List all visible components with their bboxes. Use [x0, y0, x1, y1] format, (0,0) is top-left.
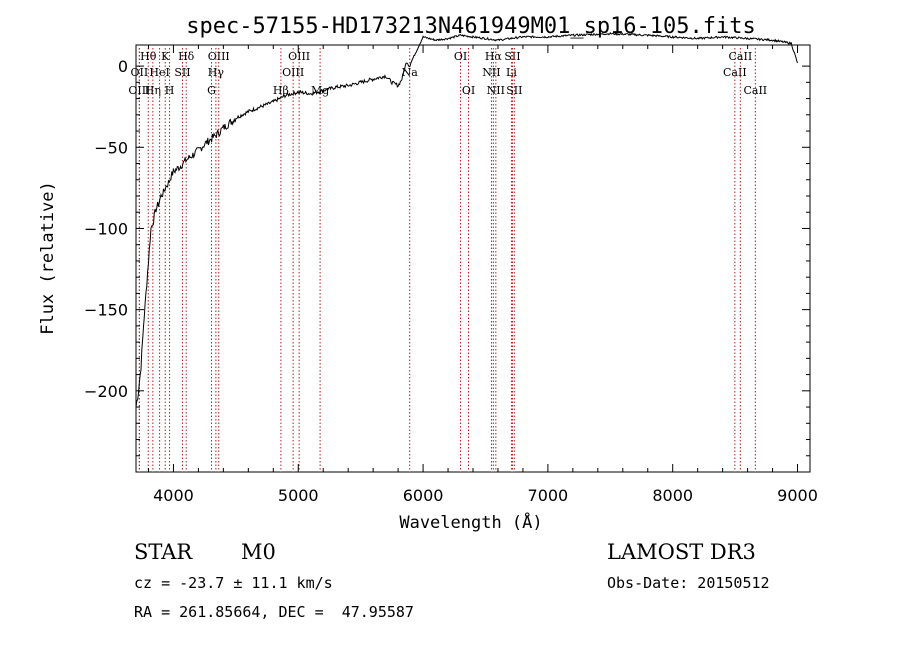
y-tick-label-4: 0 — [118, 57, 128, 76]
x-tick-label-0: 4000 — [153, 486, 194, 505]
chart-title: spec-57155-HD173213N461949M01_sp16-105.f… — [186, 14, 756, 39]
y-tick-label-2: −100 — [84, 219, 128, 238]
x-tick-label-2: 6000 — [403, 486, 444, 505]
obs-date: Obs-Date: 20150512 — [607, 574, 770, 592]
y-axis-label: Flux (relative) — [38, 181, 58, 335]
line-label-11: G — [207, 84, 216, 97]
line-label-20: NII — [482, 66, 500, 79]
plot-frame — [135, 44, 811, 473]
x-tick-label-4: 8000 — [652, 486, 693, 505]
line-label-14: OIII — [282, 66, 304, 79]
line-label-17: OI — [454, 50, 467, 63]
line-label-4: HeI — [149, 66, 169, 79]
line-label-5: K — [161, 50, 170, 63]
line-label-27: CaII — [743, 84, 767, 97]
ra-dec: RA = 261.85664, DEC = 47.95587 — [134, 603, 414, 621]
line-label-26: CaII — [729, 50, 753, 63]
line-label-2: OIII — [128, 84, 150, 97]
x-axis-label: Wavelength (Å) — [399, 511, 542, 533]
line-label-13: OIII — [288, 50, 310, 63]
axis-ticks: 4000 5000 6000 7000 8000 9000 −200 −150 −100 −50 0 — [84, 45, 818, 505]
line-label-23: Li — [506, 66, 517, 79]
line-label-9: OIII — [208, 50, 230, 63]
line-label-3: Hη — [145, 84, 161, 97]
redshift-cz: cz = -23.7 ± 11.1 km/s — [134, 574, 333, 592]
line-label-8: Hδ — [178, 50, 195, 63]
y-tick-label-0: −200 — [84, 382, 128, 401]
y-tick-label-1: −150 — [84, 301, 128, 320]
line-label-10: Hγ — [208, 66, 225, 79]
line-label-18: OI — [462, 84, 475, 97]
line-label-25: CaII — [723, 66, 747, 79]
line-label-15: Mg — [311, 84, 329, 97]
x-tick-label-5: 9000 — [777, 486, 818, 505]
line-label-16: Na — [402, 66, 419, 79]
spectrum-line — [135, 31, 798, 408]
x-tick-label-1: 5000 — [278, 486, 319, 505]
line-label-12: Hβ — [273, 84, 289, 97]
line-label-24: SII — [506, 84, 522, 97]
survey-name: LAMOST DR3 — [607, 540, 756, 564]
object-class: STAR — [134, 540, 193, 564]
line-label-22: SII — [504, 50, 520, 63]
line-label-6: H — [165, 84, 175, 97]
y-tick-label-3: −50 — [94, 138, 128, 157]
line-label-7: SII — [174, 66, 190, 79]
line-label-19: Hα — [485, 50, 503, 63]
line-label-0: Hθ — [140, 50, 157, 63]
x-tick-label-3: 7000 — [528, 486, 569, 505]
subclass: M0 — [241, 540, 276, 564]
line-label-21: NII — [487, 84, 505, 97]
